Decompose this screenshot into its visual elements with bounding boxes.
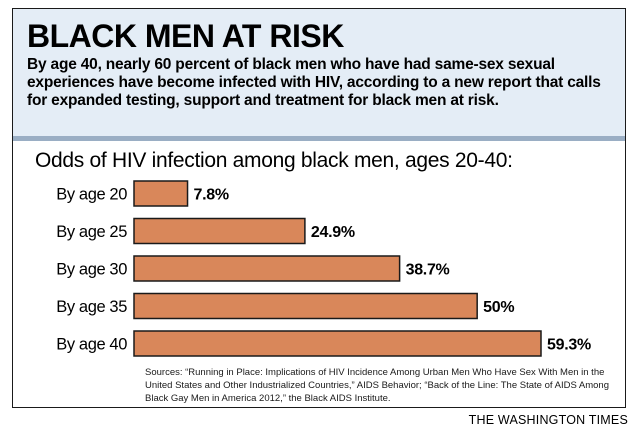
value-label: 50%: [483, 299, 514, 316]
category-label: By age 20: [56, 186, 127, 204]
bar: [134, 294, 477, 319]
bar: [134, 219, 305, 244]
category-label: By age 35: [56, 298, 127, 316]
sources-note: Sources: “Running in Place: Implications…: [145, 366, 615, 405]
value-label: 24.9%: [311, 224, 355, 241]
category-label: By age 25: [56, 223, 127, 241]
publisher-credit: THE WASHINGTON TIMES: [469, 413, 628, 427]
value-label: 59.3%: [547, 337, 591, 354]
graphic-panel: BLACK MEN AT RISK By age 40, nearly 60 p…: [12, 8, 626, 408]
bar: [134, 331, 541, 356]
value-label: 7.8%: [194, 187, 229, 204]
bar-chart: By age 20 7.8% By age 25 24.9% By age 30 38.7…: [13, 9, 625, 407]
value-label: 38.7%: [406, 262, 450, 279]
bar: [134, 256, 400, 281]
category-label: By age 30: [56, 261, 127, 279]
bar: [134, 181, 188, 206]
category-label: By age 40: [56, 336, 127, 354]
